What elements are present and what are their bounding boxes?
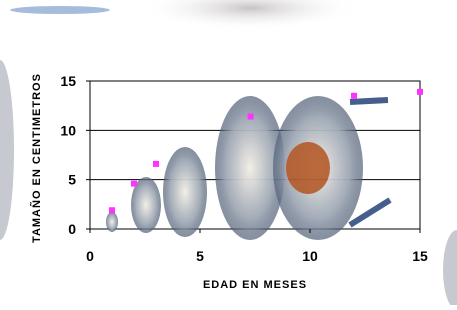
background-blur [443,230,457,305]
y-axis-title: TAMAÑO EN CENTIMETROS [30,73,43,243]
x-tick-label: 5 [196,248,204,264]
background-blur [10,6,110,14]
chart: EDAD EN MESES TAMAÑO EN CENTIMETROS 0 5 10… [0,0,457,305]
y-tick-label: 15 [60,73,76,89]
x-tick-label: 0 [86,248,94,264]
y-tick-label: 10 [60,122,76,138]
data-point [417,89,423,95]
y-tick-label: 5 [68,172,76,188]
y-tick-label: 0 [68,221,76,237]
data-point [351,93,357,99]
x-axis-title: EDAD EN MESES [203,279,307,291]
data-point [131,181,137,187]
x-tick-label: 10 [302,248,318,264]
x-tick-label: 15 [412,248,428,264]
data-point [153,161,159,167]
data-point [109,207,115,213]
background-blur [0,60,14,240]
data-point [248,114,254,120]
background-blur [140,0,360,30]
